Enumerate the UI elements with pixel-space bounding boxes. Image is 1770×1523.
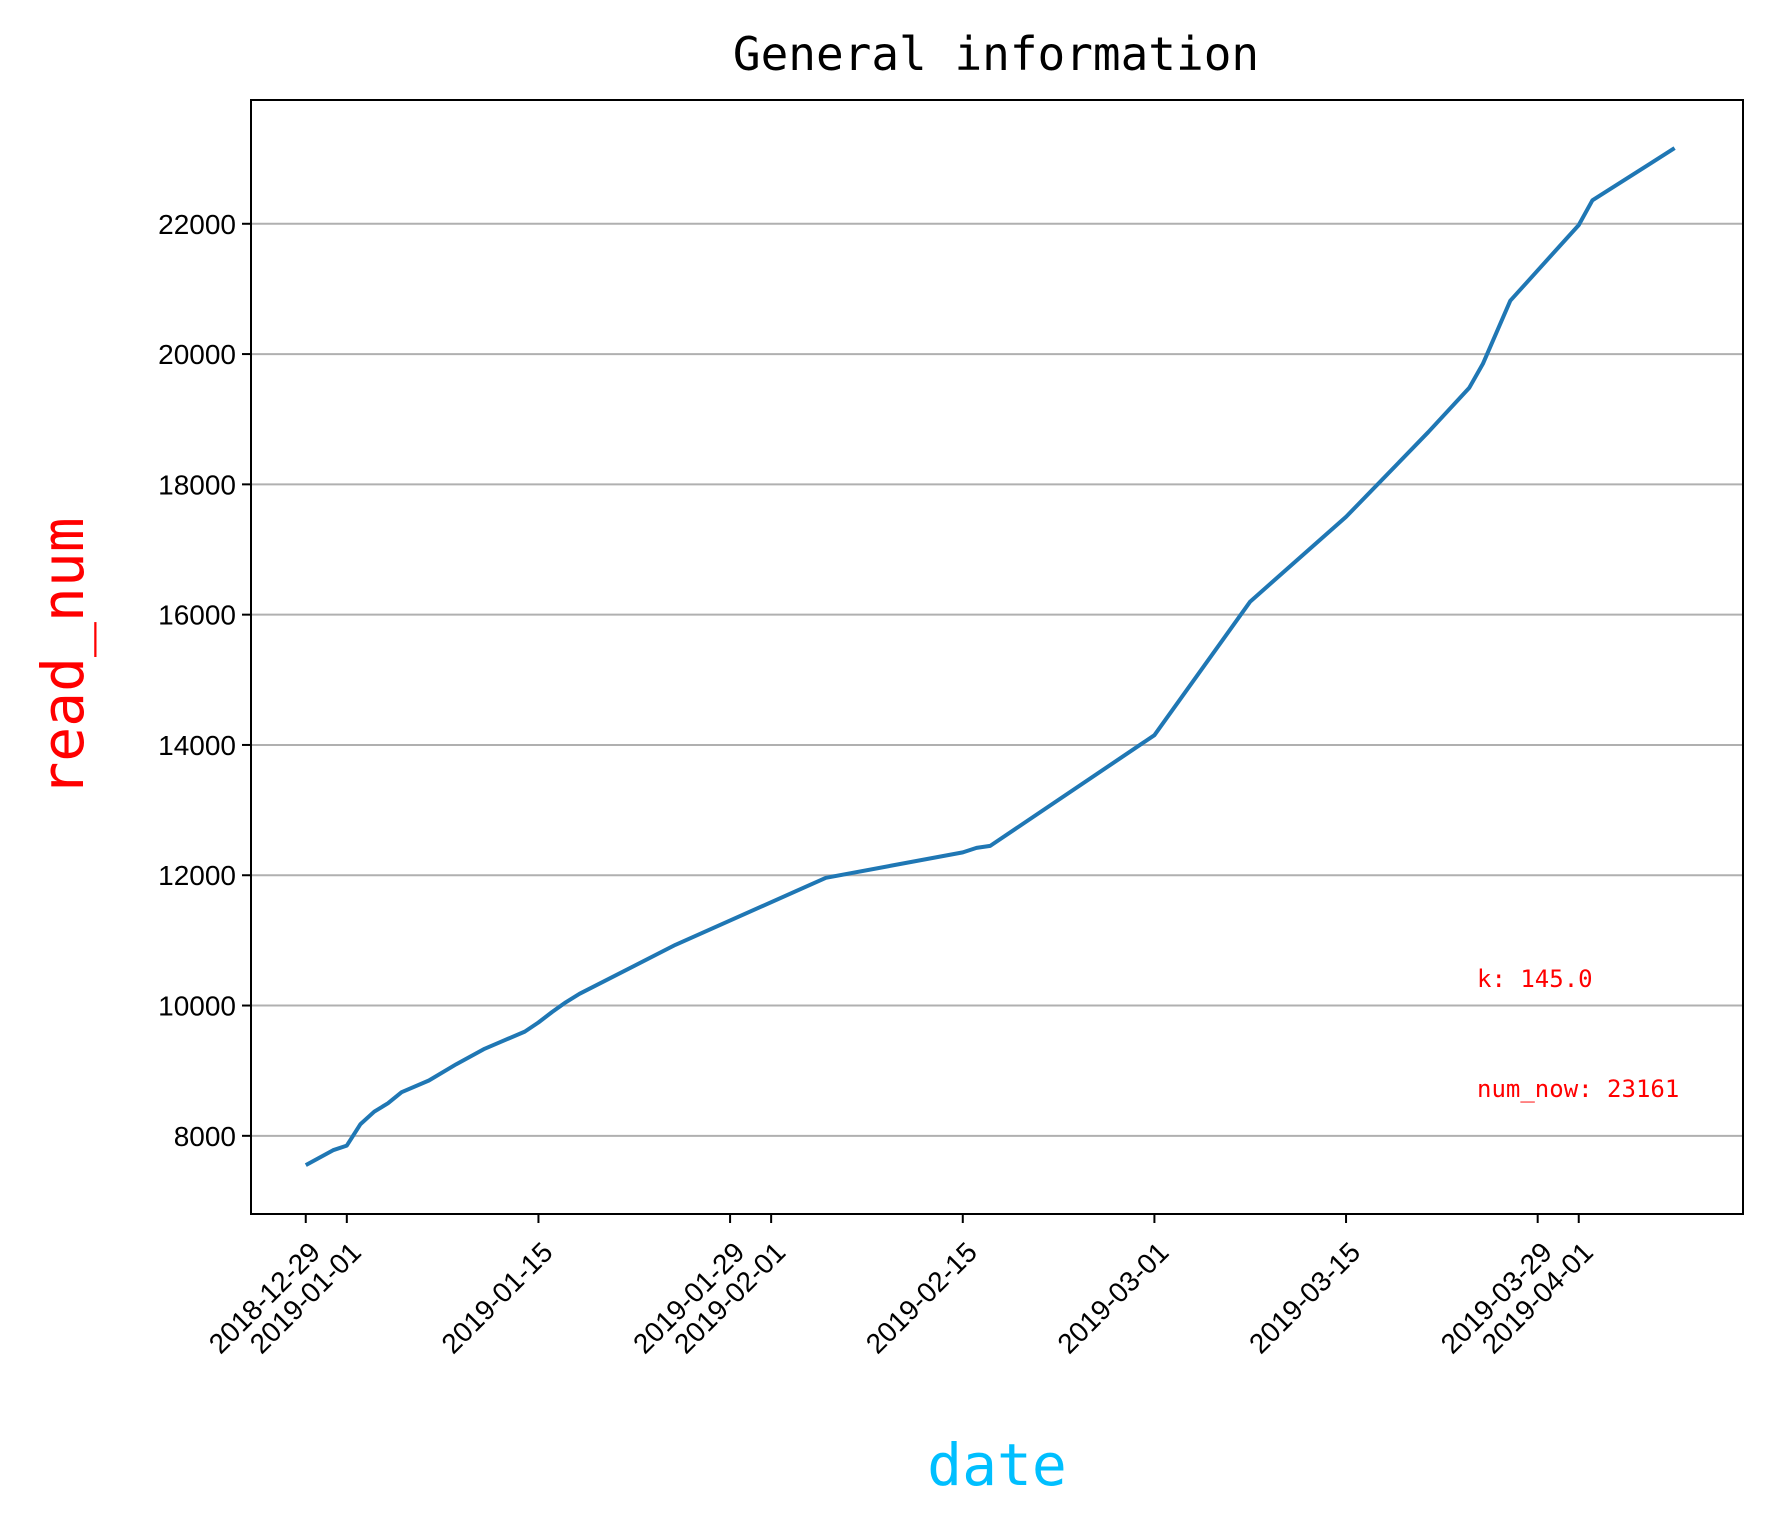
x-axis-label: date (927, 1431, 1067, 1499)
y-tick-label: 12000 (158, 860, 236, 891)
y-tick-label: 20000 (158, 339, 236, 370)
y-tick-label: 14000 (158, 730, 236, 761)
y-axis-label: read_num (29, 517, 97, 796)
annotation-text: num_now: 23161 (1477, 1075, 1679, 1103)
chart-title: General information (733, 27, 1259, 81)
annotation-text: k: 145.0 (1477, 965, 1593, 993)
y-tick-label: 8000 (174, 1121, 236, 1152)
y-tick-label: 18000 (158, 469, 236, 500)
x-tick-label: 2019-02-15 (860, 1236, 983, 1359)
x-tick-label: 2019-01-15 (435, 1236, 558, 1359)
series-layer (304, 146, 1676, 1167)
y-tick-label: 16000 (158, 600, 236, 631)
x-tick-label: 2019-03-01 (1051, 1236, 1174, 1359)
series-line (304, 146, 1676, 1167)
annotations: k: 145.0 num_now: 23161 (1477, 965, 1679, 1103)
y-axis: 8000 10000 12000 14000 16000 18000 20000 22000 (158, 209, 251, 1152)
y-tick-label: 10000 (158, 991, 236, 1022)
x-tick-label: 2019-03-15 (1243, 1236, 1366, 1359)
plot-frame (250, 99, 1744, 1215)
y-tick-label: 22000 (158, 209, 236, 240)
gridlines (251, 222, 1743, 1137)
